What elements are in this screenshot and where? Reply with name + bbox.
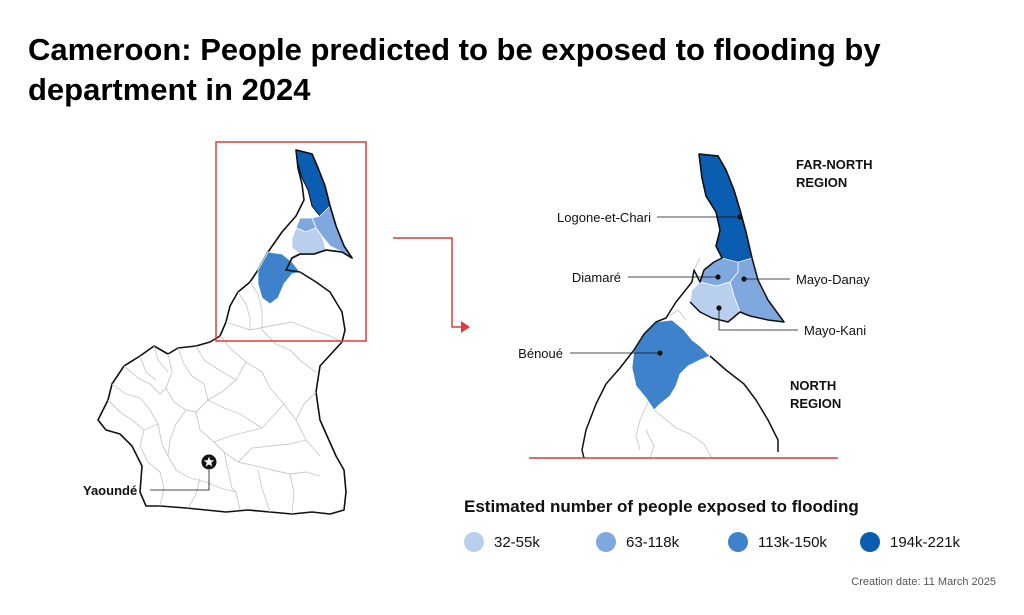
legend-label: 194k-221k	[890, 533, 961, 551]
legend-item: 194k-221k	[860, 530, 960, 554]
label-mayo-danay: Mayo-Danay	[796, 272, 870, 287]
connector-arrow	[393, 237, 470, 333]
label-north-region-line2: REGION	[790, 396, 841, 411]
leader-dots	[657, 214, 747, 356]
label-benoue: Bénoué	[518, 346, 563, 361]
inset-map	[529, 153, 838, 459]
legend-item: 113k-150k	[728, 530, 827, 554]
legend-swatch-32-55k	[464, 532, 484, 552]
legend-swatch-63-118k	[596, 532, 616, 552]
map-title: Cameroon: People predicted to be exposed…	[28, 32, 881, 107]
inset-benoue	[631, 319, 711, 411]
legend-label: 113k-150k	[758, 533, 827, 551]
legend-item: 32-55k	[464, 530, 540, 554]
capital-label: Yaoundé	[83, 483, 137, 498]
overview-map	[97, 141, 367, 515]
legend-label: 32-55k	[494, 533, 540, 551]
legend: 32-55k 63-118k 113k-150k 194k-221k	[464, 530, 984, 554]
label-diamare: Diamaré	[572, 270, 621, 285]
label-north-region-line1: NORTH	[790, 378, 836, 393]
leader-lines	[570, 216, 798, 354]
highlight-frame	[215, 141, 367, 342]
legend-label: 63-118k	[626, 533, 680, 551]
label-far-north-region-line1: FAR-NORTH	[796, 157, 873, 172]
legend-swatch-113k-150k	[728, 532, 748, 552]
label-logone-et-chari: Logone-et-Chari	[557, 210, 651, 225]
legend-title: Estimated number of people exposed to fl…	[464, 497, 859, 516]
yaounde-marker	[150, 454, 217, 491]
creation-date: Creation date: 11 March 2025	[851, 576, 996, 588]
inset-outline	[689, 153, 785, 323]
internal-borders	[107, 281, 343, 515]
label-far-north-region-line2: REGION	[796, 175, 847, 190]
label-mayo-kani: Mayo-Kani	[804, 323, 866, 338]
legend-item: 63-118k	[596, 530, 679, 554]
legend-swatch-194k-221k	[860, 532, 880, 552]
